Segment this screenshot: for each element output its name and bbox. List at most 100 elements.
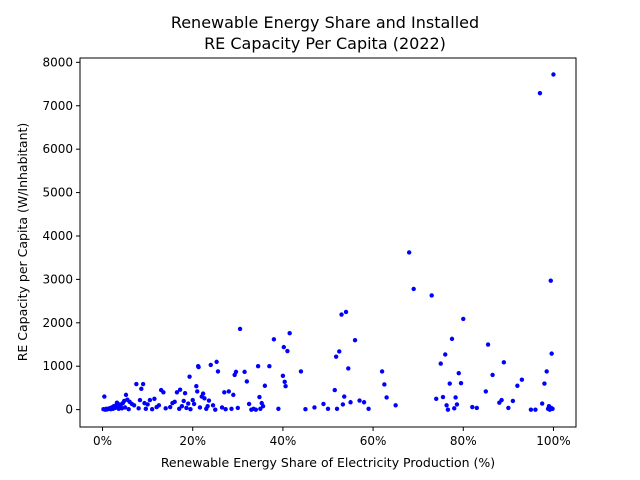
x-axis-ticks: 0% 20% 40% 60% 80% 100% (93, 427, 571, 448)
data-point (219, 405, 225, 410)
data-point (470, 404, 475, 410)
plot-frame (79, 57, 577, 428)
data-point (501, 360, 507, 365)
data-point (285, 348, 290, 354)
data-point (215, 369, 221, 374)
data-point (276, 406, 281, 411)
data-point (181, 398, 186, 404)
data-point (190, 397, 195, 403)
data-point (196, 364, 201, 370)
data-point (544, 369, 549, 374)
data-point (444, 403, 449, 408)
y-tick-label: 4000 (42, 229, 73, 243)
data-point (244, 379, 250, 384)
data-point (447, 381, 452, 386)
data-point (156, 403, 162, 408)
data-point (123, 392, 129, 398)
data-point (411, 286, 416, 292)
data-point (271, 337, 277, 342)
data-point (499, 397, 504, 403)
data-point (515, 383, 520, 388)
data-point (223, 407, 228, 412)
data-point (197, 405, 203, 410)
data-point (161, 390, 166, 395)
data-point (205, 403, 210, 409)
data-point (152, 396, 157, 401)
data-point (214, 359, 219, 365)
data-point (255, 364, 261, 369)
data-point (210, 403, 216, 408)
data-point (303, 407, 308, 412)
data-point (149, 407, 155, 412)
data-point (366, 406, 371, 411)
data-point (343, 309, 349, 315)
data-point (456, 370, 461, 376)
data-point (445, 407, 451, 412)
data-point (179, 403, 185, 409)
data-point (340, 402, 346, 407)
data-point (136, 406, 141, 411)
data-point (550, 406, 555, 411)
data-point (147, 397, 153, 403)
data-point (246, 401, 252, 407)
data-point (126, 407, 131, 412)
y-tick-label: 1000 (42, 359, 73, 373)
data-point (134, 381, 139, 387)
x-axis-label: Renewable Energy Share of Electricity Pr… (161, 455, 495, 470)
data-point (163, 406, 168, 411)
data-point (406, 250, 412, 255)
x-tick-label: 20% (179, 434, 206, 448)
x-tick-label: 0% (93, 434, 112, 448)
y-axis-label: RE Capacity per Capita (W/Inhabitant) (15, 123, 30, 362)
data-point (222, 390, 227, 395)
data-point (200, 391, 206, 396)
y-tick-label: 5000 (42, 186, 73, 200)
data-point (283, 383, 288, 389)
data-point (188, 407, 193, 412)
data-point (139, 386, 144, 391)
data-point (143, 406, 149, 411)
data-point (235, 405, 241, 411)
data-point (186, 401, 191, 406)
data-point (429, 293, 434, 298)
data-point (542, 381, 547, 386)
data-point (253, 407, 259, 412)
data-point (282, 379, 287, 385)
data-point (452, 406, 457, 411)
data-point (339, 312, 344, 317)
data-point (551, 72, 556, 77)
data-point (474, 405, 479, 411)
data-point (352, 337, 358, 343)
x-tick-label: 60% (360, 434, 387, 448)
data-point (231, 392, 236, 398)
data-point (206, 398, 212, 403)
data-point (379, 369, 385, 374)
data-point (332, 387, 337, 393)
chart-title-line-2: RE Capacity Per Capita (2022) (204, 34, 446, 53)
data-point (382, 382, 387, 387)
data-point (443, 352, 448, 357)
data-point (281, 344, 287, 350)
x-tick-label: 80% (450, 434, 477, 448)
data-point (172, 399, 177, 405)
data-point (346, 366, 351, 371)
data-point (321, 401, 326, 407)
data-point (510, 398, 516, 404)
data-point (384, 395, 389, 400)
data-point (485, 342, 491, 347)
y-tick-label: 3000 (42, 272, 73, 286)
data-point (177, 406, 182, 411)
data-point (537, 90, 543, 96)
data-point (357, 398, 362, 403)
data-point (137, 397, 143, 403)
data-point (233, 369, 239, 375)
data-point (202, 396, 207, 401)
data-point (393, 403, 398, 408)
data-point (262, 383, 268, 388)
data-point (182, 390, 188, 396)
data-point (539, 401, 545, 406)
y-tick-label: 2000 (42, 316, 73, 330)
data-point (194, 383, 199, 389)
data-point (533, 407, 538, 412)
